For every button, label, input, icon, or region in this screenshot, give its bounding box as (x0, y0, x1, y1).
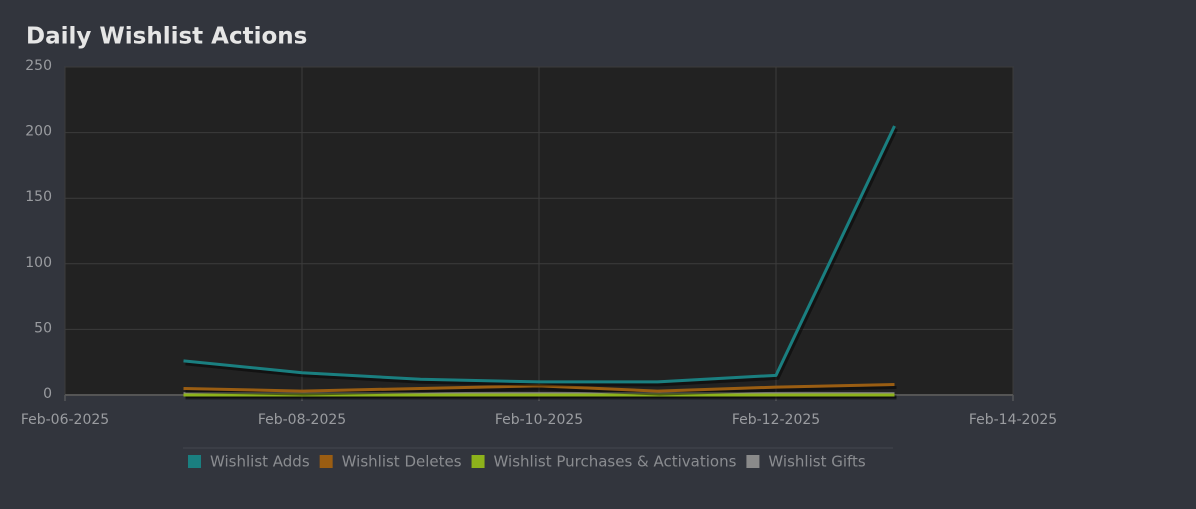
legend-swatch (319, 455, 333, 468)
chart-title: Daily Wishlist Actions (26, 24, 307, 50)
x-tick-label: Feb-10-2025 (495, 412, 583, 428)
legend-label: Wishlist Adds (210, 453, 310, 471)
legend-swatch (188, 455, 201, 468)
line-shadow (185, 128, 898, 387)
x-tick-label: Feb-12-2025 (732, 412, 820, 428)
legend-swatch (746, 455, 760, 468)
legend-swatch (471, 455, 485, 468)
x-tick-label: Feb-06-2025 (21, 412, 109, 428)
y-tick-label: 50 (34, 320, 52, 336)
legend-label: Wishlist Purchases & Activations (494, 453, 737, 471)
x-tick-label: Feb-14-2025 (969, 412, 1057, 428)
y-tick-label: 250 (25, 58, 52, 74)
line-shadow (185, 386, 897, 396)
series-line (183, 125, 896, 384)
y-tick-label: 150 (25, 189, 52, 205)
legend-label: Wishlist Gifts (768, 453, 865, 471)
y-tick-label: 0 (43, 386, 52, 402)
series-line (183, 383, 895, 393)
y-tick-label: 200 (25, 124, 52, 140)
x-tick-label: Feb-08-2025 (258, 412, 346, 428)
legend-label: Wishlist Deletes (342, 453, 462, 471)
y-tick-label: 100 (25, 255, 52, 271)
legend: Wishlist Adds Wishlist Deletes Wishlist Pu… (188, 453, 866, 471)
